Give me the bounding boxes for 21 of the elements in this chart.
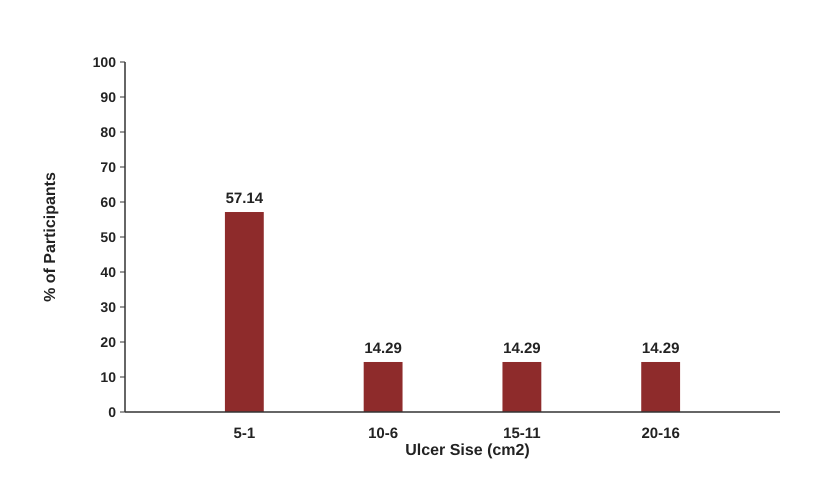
y-tick-label: 10: [100, 368, 116, 385]
y-axis-title: % of Participants: [42, 172, 59, 302]
x-tick-label: 15-11: [503, 425, 541, 442]
x-tick-label: 10-6: [368, 425, 398, 442]
y-tick-label: 50: [100, 228, 116, 245]
y-tick-label: 100: [92, 54, 116, 70]
y-tick-label: 30: [100, 298, 116, 315]
y-tick-label: 0: [108, 404, 116, 420]
y-tick-label: 80: [100, 124, 116, 140]
data-label: 14.29: [364, 340, 402, 357]
data-label: 57.14: [226, 190, 264, 208]
y-tick-label: 70: [100, 158, 116, 175]
y-tick-label: 40: [100, 264, 116, 280]
data-label: 14.29: [503, 340, 541, 357]
data-label: 14.29: [642, 340, 680, 357]
y-tick-label: 90: [100, 88, 116, 105]
y-tick-label: 60: [100, 194, 116, 210]
y-tick-label: 20: [100, 334, 116, 350]
x-axis-title: Ulcer Sise (cm2): [405, 442, 530, 459]
x-tick-label: 5-1: [234, 425, 256, 442]
x-tick-label: 20-16: [641, 425, 680, 442]
